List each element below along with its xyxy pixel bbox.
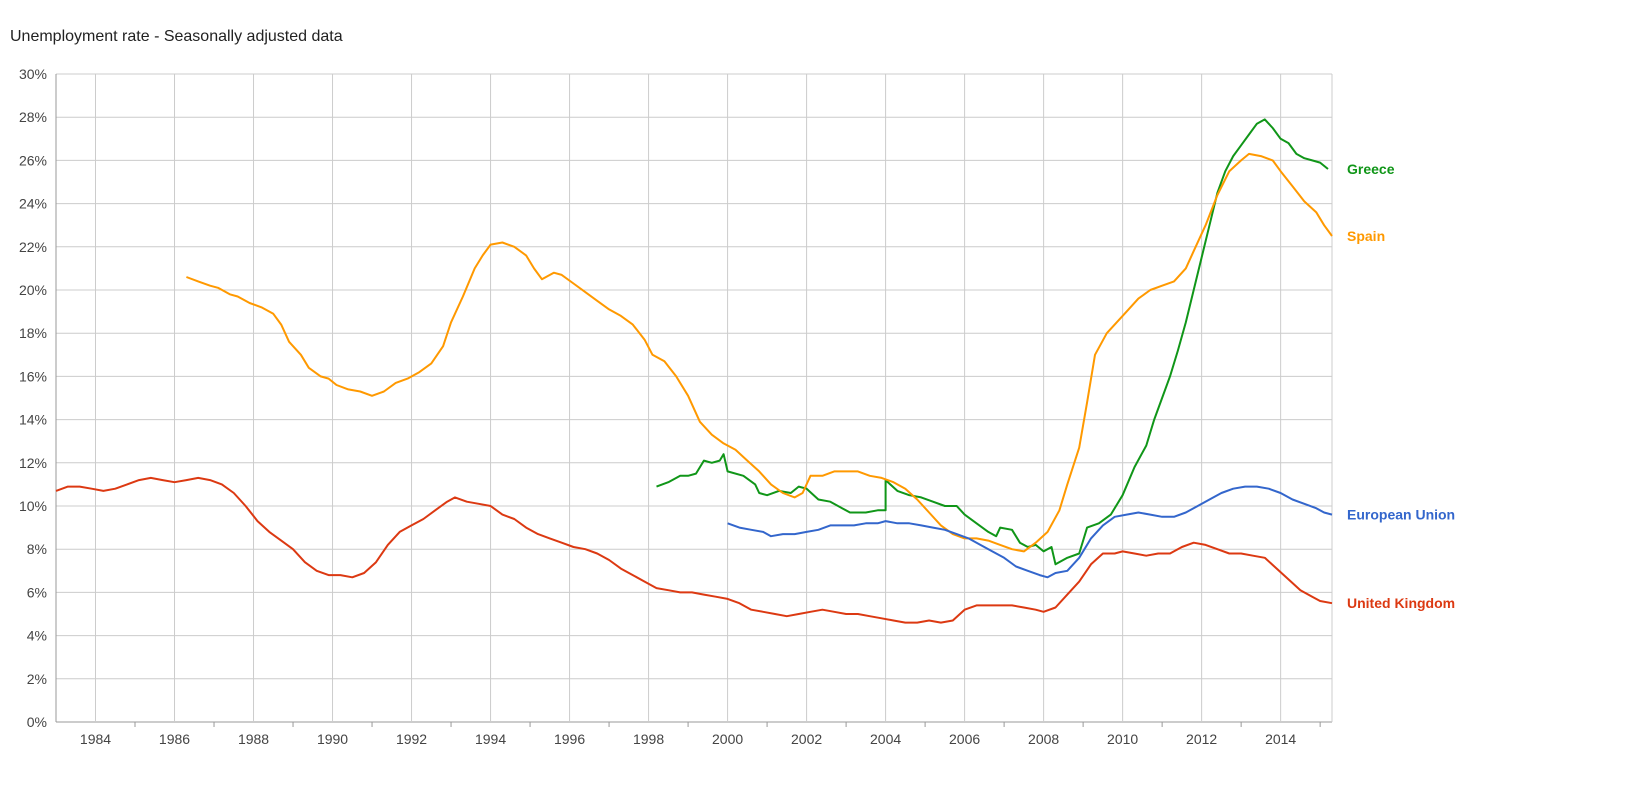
- greece-label: Greece: [1347, 161, 1395, 177]
- series-lines: [55, 118, 1333, 624]
- x-tick-label: 1984: [80, 731, 111, 747]
- y-tick-label: 20%: [19, 282, 47, 298]
- y-tick-label: 24%: [19, 196, 47, 212]
- y-tick-label: 4%: [27, 628, 47, 644]
- y-tick-label: 30%: [19, 66, 47, 82]
- x-tick-label: 2004: [870, 731, 901, 747]
- european-union-line[interactable]: [727, 485, 1333, 579]
- x-tick-label: 1988: [238, 731, 269, 747]
- y-tick-label: 2%: [27, 671, 47, 687]
- x-tick-label: 2000: [712, 731, 743, 747]
- x-tick-label: 1994: [475, 731, 506, 747]
- grid: [55, 73, 1333, 727]
- spain-line[interactable]: [186, 152, 1333, 553]
- x-tick-label: 2012: [1186, 731, 1217, 747]
- y-tick-label: 14%: [19, 412, 47, 428]
- x-axis-ticks: 1984 1986 1988 1990 1992 1994 1996 1998 2000 2002…: [80, 731, 1296, 747]
- y-tick-label: 6%: [27, 584, 47, 600]
- x-tick-label: 1992: [396, 731, 427, 747]
- x-tick-label: 1990: [317, 731, 348, 747]
- x-tick-label: 2014: [1265, 731, 1296, 747]
- x-tick-label: 1996: [554, 731, 585, 747]
- x-tick-label: 2002: [791, 731, 822, 747]
- y-tick-label: 16%: [19, 368, 47, 384]
- united-kingdom-line[interactable]: [55, 476, 1333, 624]
- european-union-label: European Union: [1347, 507, 1455, 523]
- y-tick-label: 22%: [19, 239, 47, 255]
- x-tick-label: 2006: [949, 731, 980, 747]
- series-labels: Greece Spain European Union United Kingdom: [1347, 161, 1455, 611]
- y-tick-label: 28%: [19, 109, 47, 125]
- y-tick-label: 10%: [19, 498, 47, 514]
- chart-title: Unemployment rate - Seasonally adjusted …: [10, 28, 343, 45]
- x-tick-label: 1986: [159, 731, 190, 747]
- y-tick-label: 18%: [19, 325, 47, 341]
- spain-label: Spain: [1347, 228, 1385, 244]
- y-axis-ticks: 0% 2% 4% 6% 8% 10% 12% 14% 16% 18% 20% 22% 24% 26% 28%…: [19, 66, 47, 730]
- y-tick-label: 0%: [27, 714, 47, 730]
- x-tick-label: 2010: [1107, 731, 1138, 747]
- united-kingdom-label: United Kingdom: [1347, 595, 1455, 611]
- y-tick-label: 12%: [19, 455, 47, 471]
- x-tick-label: 2008: [1028, 731, 1059, 747]
- x-tick-label: 1998: [633, 731, 664, 747]
- greece-line[interactable]: [656, 118, 1329, 566]
- y-tick-label: 26%: [19, 152, 47, 168]
- y-tick-label: 8%: [27, 541, 47, 557]
